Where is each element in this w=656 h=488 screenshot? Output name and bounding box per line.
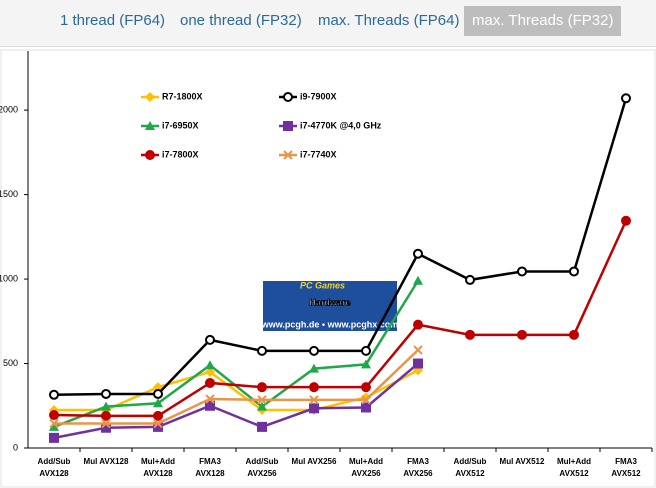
marker [517, 329, 527, 340]
marker [205, 400, 215, 411]
marker [283, 92, 293, 102]
marker [49, 389, 59, 400]
x-tick-label: Add/Sub AVX128 [38, 457, 71, 478]
marker [413, 319, 423, 330]
x-tick-label: Mul AVX128 [84, 457, 129, 466]
marker [465, 274, 475, 285]
x-tick-label: FMA3 AVX512 [611, 457, 641, 478]
y-tick-label: 500 [3, 358, 18, 368]
marker [257, 345, 267, 356]
legend-label: i9-7900X [300, 91, 337, 101]
marker [205, 377, 215, 388]
marker [101, 401, 111, 411]
series-line [53, 220, 628, 418]
marker [101, 422, 111, 433]
legend-label: i7-7800X [162, 149, 199, 159]
marker [283, 150, 293, 160]
x-tick-label: FMA3 AVX128 [195, 457, 225, 478]
marker [205, 334, 215, 345]
x-tick-label: Mul AVX256 [292, 457, 337, 466]
marker [153, 410, 163, 421]
tab[interactable]: 1 thread (FP64) [60, 12, 166, 29]
marker [101, 410, 111, 421]
marker [205, 394, 215, 404]
marker [101, 418, 111, 429]
series-line [53, 362, 419, 440]
marker [153, 418, 163, 429]
marker [145, 150, 155, 160]
marker [283, 121, 293, 131]
watermark-box [261, 279, 399, 333]
legend-label: R7-1800X [162, 91, 203, 101]
marker [145, 92, 155, 102]
marker [413, 275, 423, 285]
watermark-title: Hardware [309, 297, 350, 307]
marker [205, 366, 215, 377]
legend-label: i7-6950X [162, 120, 199, 130]
marker [49, 418, 59, 429]
x-tick-label: Mul AVX512 [500, 457, 545, 466]
marker [49, 432, 59, 443]
legend-label: i7-7740X [300, 149, 337, 159]
tab[interactable]: max. Threads (FP64) [318, 12, 460, 29]
marker [413, 358, 423, 369]
y-tick-label: 1000 [0, 273, 18, 283]
marker [621, 93, 631, 104]
marker [309, 382, 319, 393]
marker [465, 329, 475, 340]
y-tick-label: 0 [13, 442, 18, 452]
series-line [53, 97, 628, 397]
y-tick-label: 2000 [0, 105, 18, 115]
tab-bar: 1 thread (FP64) one thread (FP32) max. Thr… [0, 0, 656, 47]
watermark-url: www.pcgh.de • www.pcghx.com [261, 319, 399, 329]
x-tick-label: Mul+Add AVX128 [141, 457, 175, 478]
x-tick-label: Mul+Add AVX256 [349, 457, 383, 478]
marker [413, 345, 423, 355]
marker [361, 382, 371, 393]
marker [309, 395, 319, 405]
marker [257, 421, 267, 432]
marker [309, 403, 319, 414]
x-tick-label: Mul+Add AVX512 [557, 457, 591, 478]
legend-label: i7-4770K @4,0 GHz [300, 120, 382, 130]
tab[interactable]: one thread (FP32) [180, 12, 302, 29]
marker [101, 388, 111, 399]
marker [153, 388, 163, 399]
marker [153, 398, 163, 408]
marker [517, 266, 527, 277]
watermark-brand: PC Games [300, 280, 345, 290]
x-tick-label: Add/Sub AVX512 [454, 457, 487, 478]
watermark: PC Games Hardware www.pcgh.de • www.pcghx.… [261, 279, 399, 333]
marker [569, 266, 579, 277]
chart-frame [0, 49, 656, 488]
marker [621, 215, 631, 226]
marker [205, 360, 215, 370]
marker [49, 421, 59, 431]
marker [361, 402, 371, 413]
marker [257, 382, 267, 393]
tab[interactable]: max. Threads (FP32) [464, 6, 622, 36]
marker [257, 401, 267, 411]
x-tick-label: Add/Sub AVX256 [246, 457, 279, 478]
marker [361, 359, 371, 369]
marker [361, 395, 371, 405]
marker [361, 345, 371, 356]
marker [145, 121, 155, 130]
marker [309, 345, 319, 356]
marker [413, 248, 423, 259]
marker [309, 363, 319, 373]
y-tick-label: 1500 [0, 189, 18, 199]
series-line [54, 349, 419, 425]
marker [257, 395, 267, 405]
x-tick-label: FMA3 AVX256 [403, 457, 433, 478]
marker [153, 421, 163, 432]
marker [569, 329, 579, 340]
marker [49, 410, 59, 421]
